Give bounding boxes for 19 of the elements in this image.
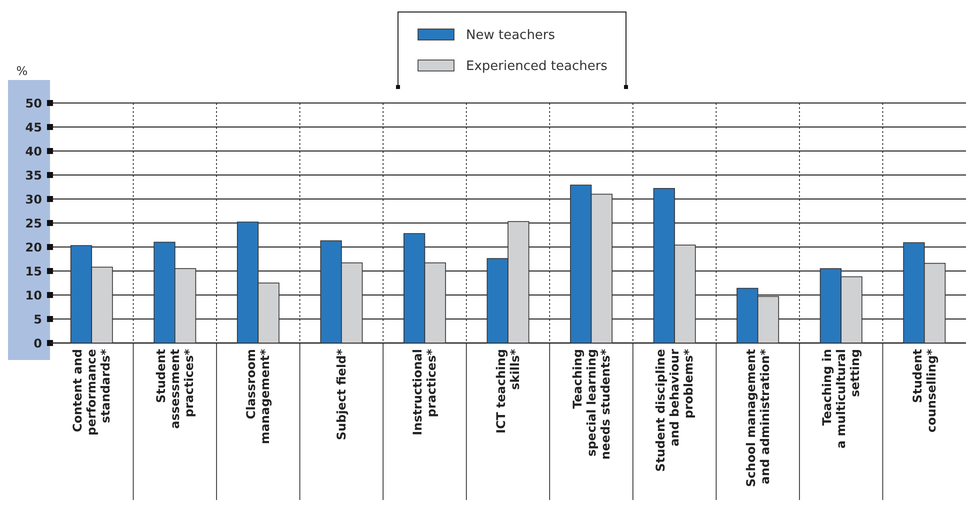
y-tick-label: 35 (25, 168, 42, 182)
y-tick-label: 50 (25, 96, 42, 110)
x-tick-label: Content and performance standards* (70, 348, 113, 436)
y-tick-label: 15 (25, 264, 42, 278)
x-tick-label: Subject field* (334, 348, 348, 440)
y-tick-label: 5 (34, 312, 42, 326)
y-tick-label: 40 (25, 144, 42, 158)
x-tick-label: Instructional practices* (410, 348, 439, 436)
legend-label: Experienced teachers (466, 59, 608, 74)
y-axis-title: % (16, 64, 28, 78)
legend-label: New teachers (466, 28, 556, 43)
x-tick-label: ICT teaching skills* (494, 348, 522, 434)
x-tick-label: Teaching in a multicultural setting (820, 349, 862, 448)
y-tick-label: 0 (34, 336, 42, 350)
y-tick-label: 30 (25, 192, 42, 206)
y-tick-label: 20 (25, 240, 42, 254)
y-tick-label: 25 (25, 216, 42, 230)
y-tick-label: 45 (25, 120, 42, 134)
y-tick-label: 10 (25, 288, 42, 302)
